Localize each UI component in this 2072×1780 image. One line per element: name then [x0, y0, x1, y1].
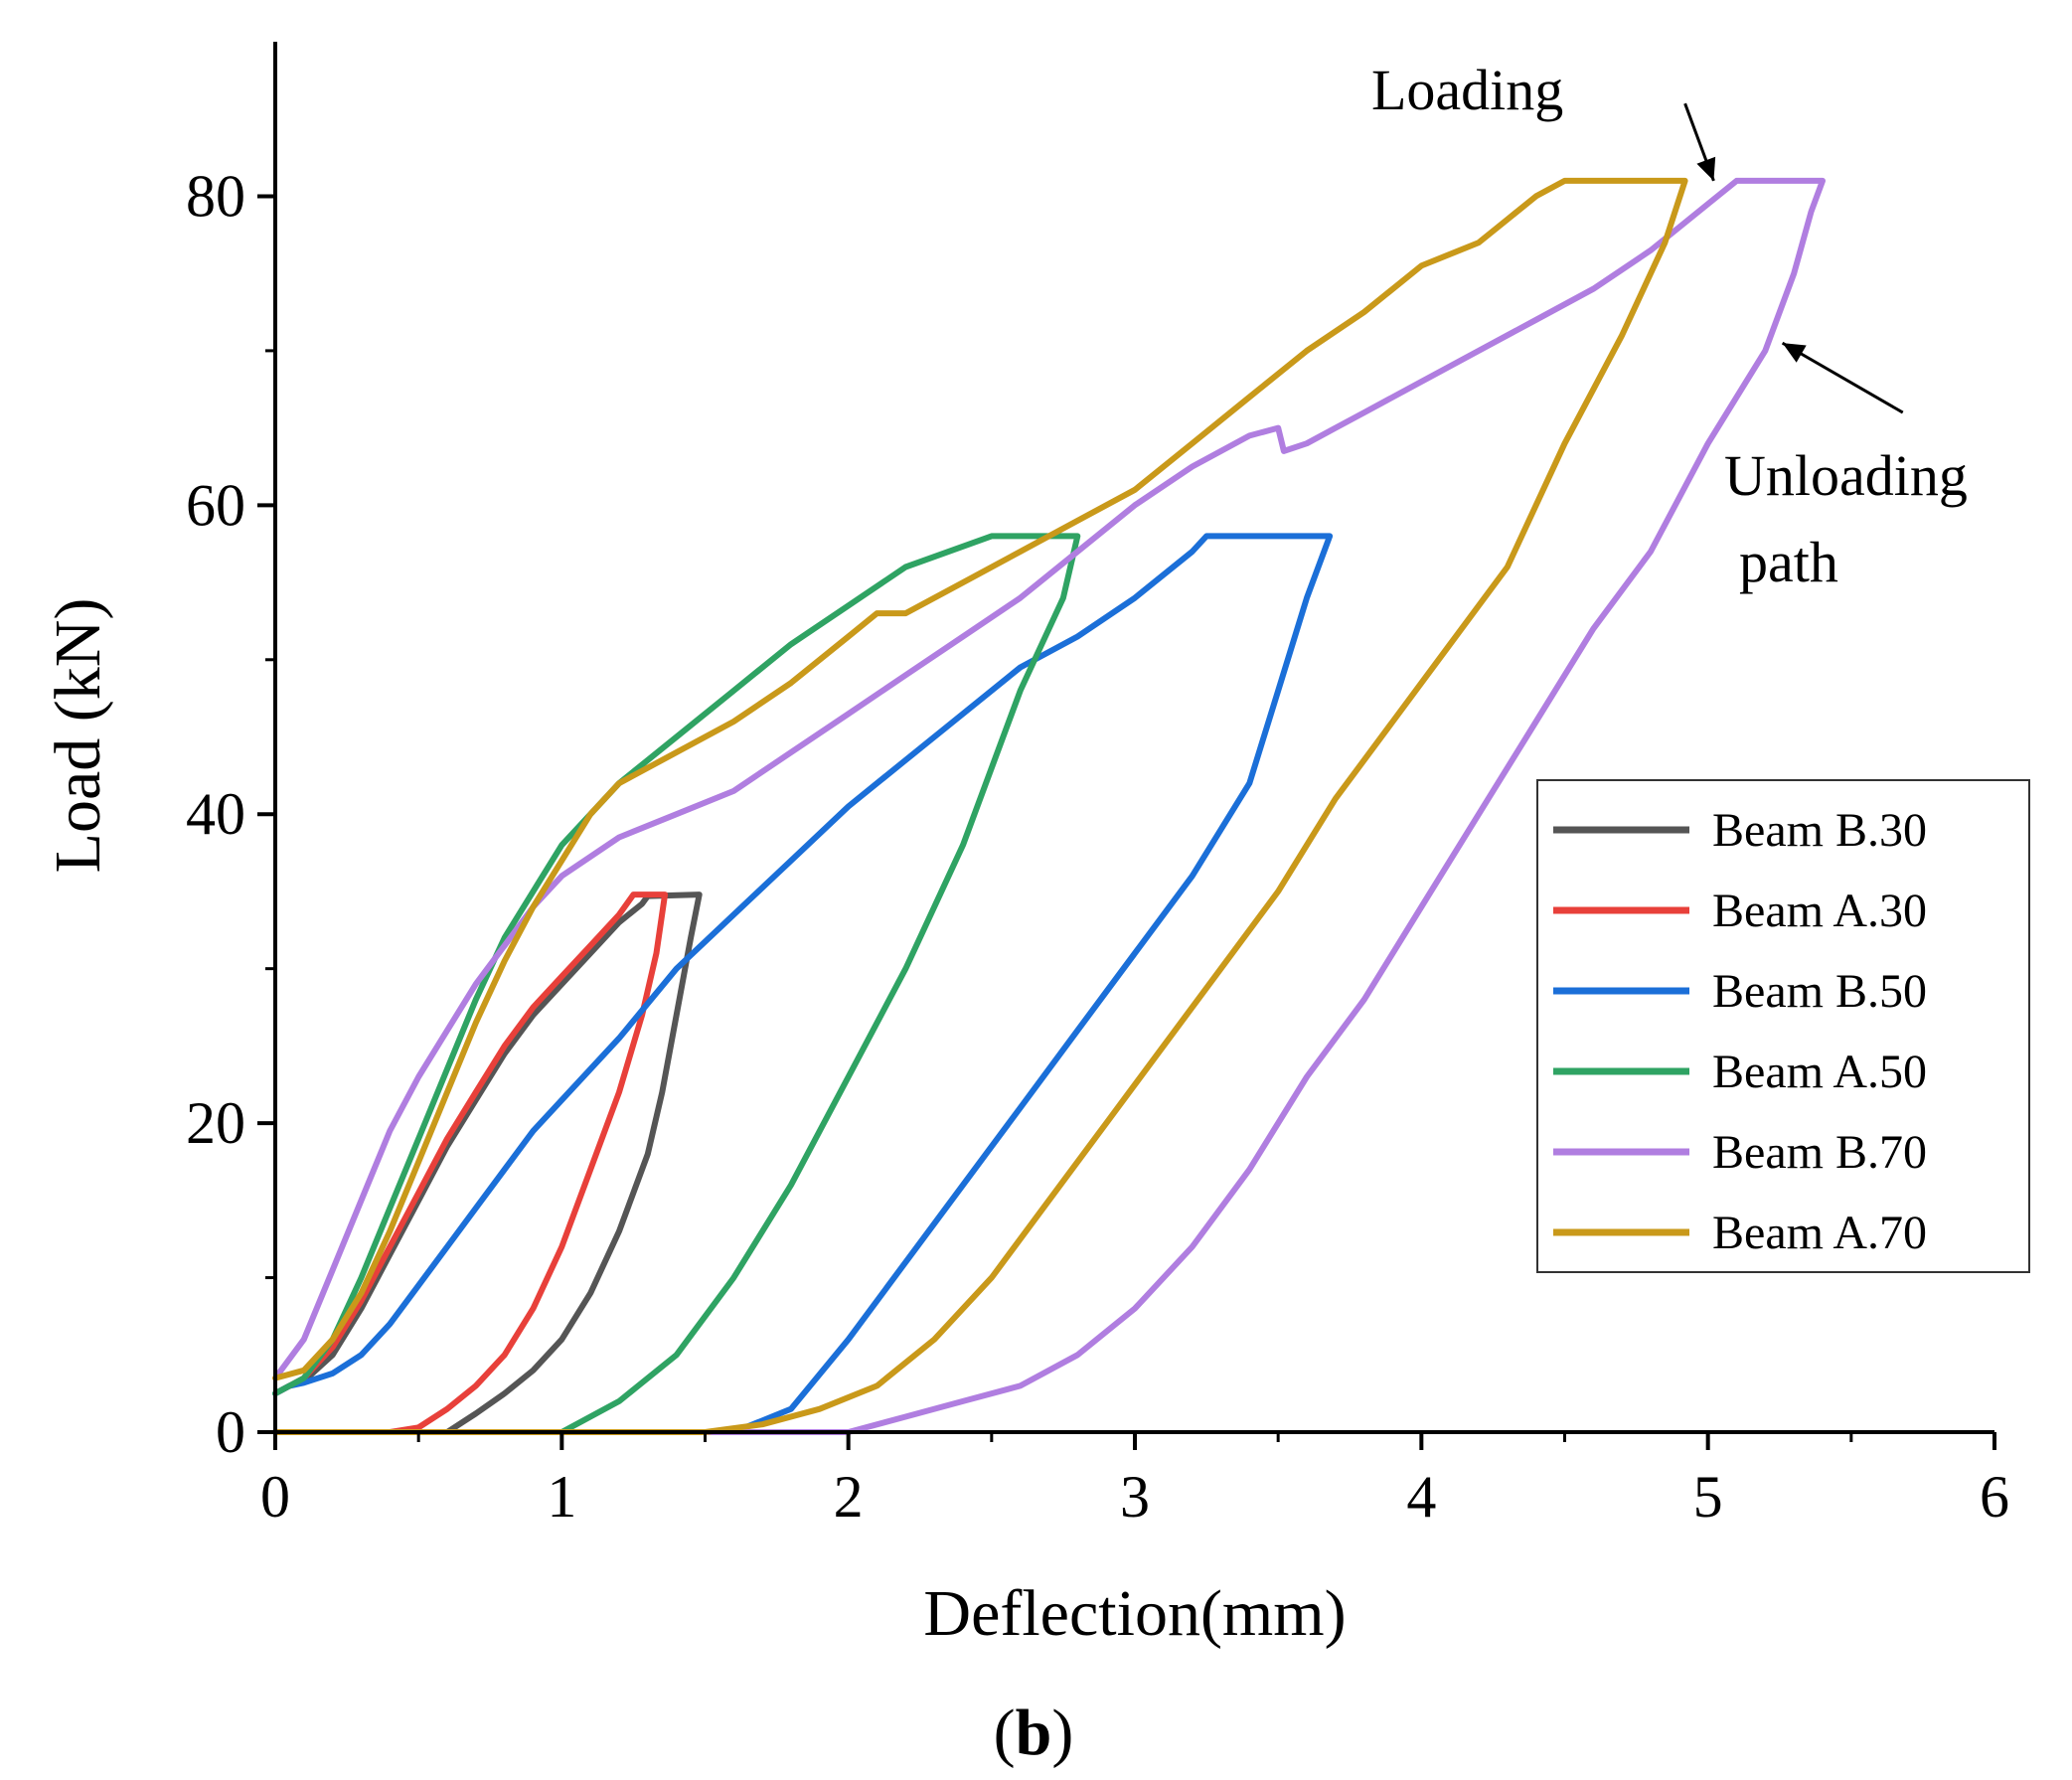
series-beam-a-30-line: [272, 891, 669, 1435]
x-tick-label: 4: [1406, 1464, 1436, 1530]
annotation-unloading: Unloading: [1724, 443, 1968, 508]
legend-beam-a-50-label: Beam A.50: [1712, 1046, 1927, 1098]
legend: Beam B.30 Beam A.30 Beam B.50 Beam A.50 Beam…: [1553, 804, 1927, 1259]
x-tick-label: 1: [547, 1464, 576, 1530]
y-tick-label: 60: [186, 472, 245, 538]
legend-beam-a-30-label: Beam A.30: [1712, 885, 1927, 937]
x-ticks: 0 1 2 3 4 5 6: [260, 1432, 2009, 1530]
annotation-arrows: [1683, 102, 1904, 414]
annotation-loading: Loading: [1371, 58, 1563, 122]
x-tick-label: 0: [260, 1464, 290, 1530]
x-tick-label: 2: [834, 1464, 864, 1530]
x-tick-label: 5: [1693, 1464, 1723, 1530]
series-layer: [272, 177, 1826, 1435]
figure-caption: (b): [994, 1697, 1074, 1769]
series-beam-a-50-line: [272, 533, 1081, 1435]
y-tick-label: 40: [186, 781, 245, 847]
caption-close-paren: ): [1051, 1697, 1073, 1769]
x-axis-title: Deflection(mm): [923, 1577, 1346, 1650]
legend-beam-b-30-label: Beam B.30: [1712, 804, 1927, 857]
annotation-arrow-head: [1696, 156, 1716, 181]
x-tick-label: 6: [1980, 1464, 2009, 1530]
series-beam-b-30-line: [272, 891, 703, 1435]
caption-letter: b: [1016, 1697, 1052, 1769]
y-tick-label: 0: [216, 1399, 245, 1465]
legend-beam-a-70-label: Beam A.70: [1712, 1207, 1927, 1259]
legend-beam-b-50-label: Beam B.50: [1712, 965, 1927, 1018]
legend-beam-b-70-label: Beam B.70: [1712, 1126, 1927, 1179]
x-tick-label: 3: [1120, 1464, 1150, 1530]
annotation-arrow-head: [1782, 343, 1807, 363]
series-beam-a-70-line: [272, 177, 1688, 1435]
annotation-arrow-shaft: [1781, 341, 1904, 414]
series-beam-b-50-line: [272, 533, 1334, 1435]
y-tick-label: 20: [186, 1090, 245, 1156]
y-tick-label: 80: [186, 163, 245, 229]
caption-open-paren: (: [994, 1697, 1016, 1769]
y-axis-title: Load (kN): [42, 598, 114, 874]
annotation-path: path: [1739, 530, 1838, 594]
y-ticks: 0 20 40 60 80: [186, 163, 275, 1465]
legend-box: [1536, 779, 2030, 1273]
